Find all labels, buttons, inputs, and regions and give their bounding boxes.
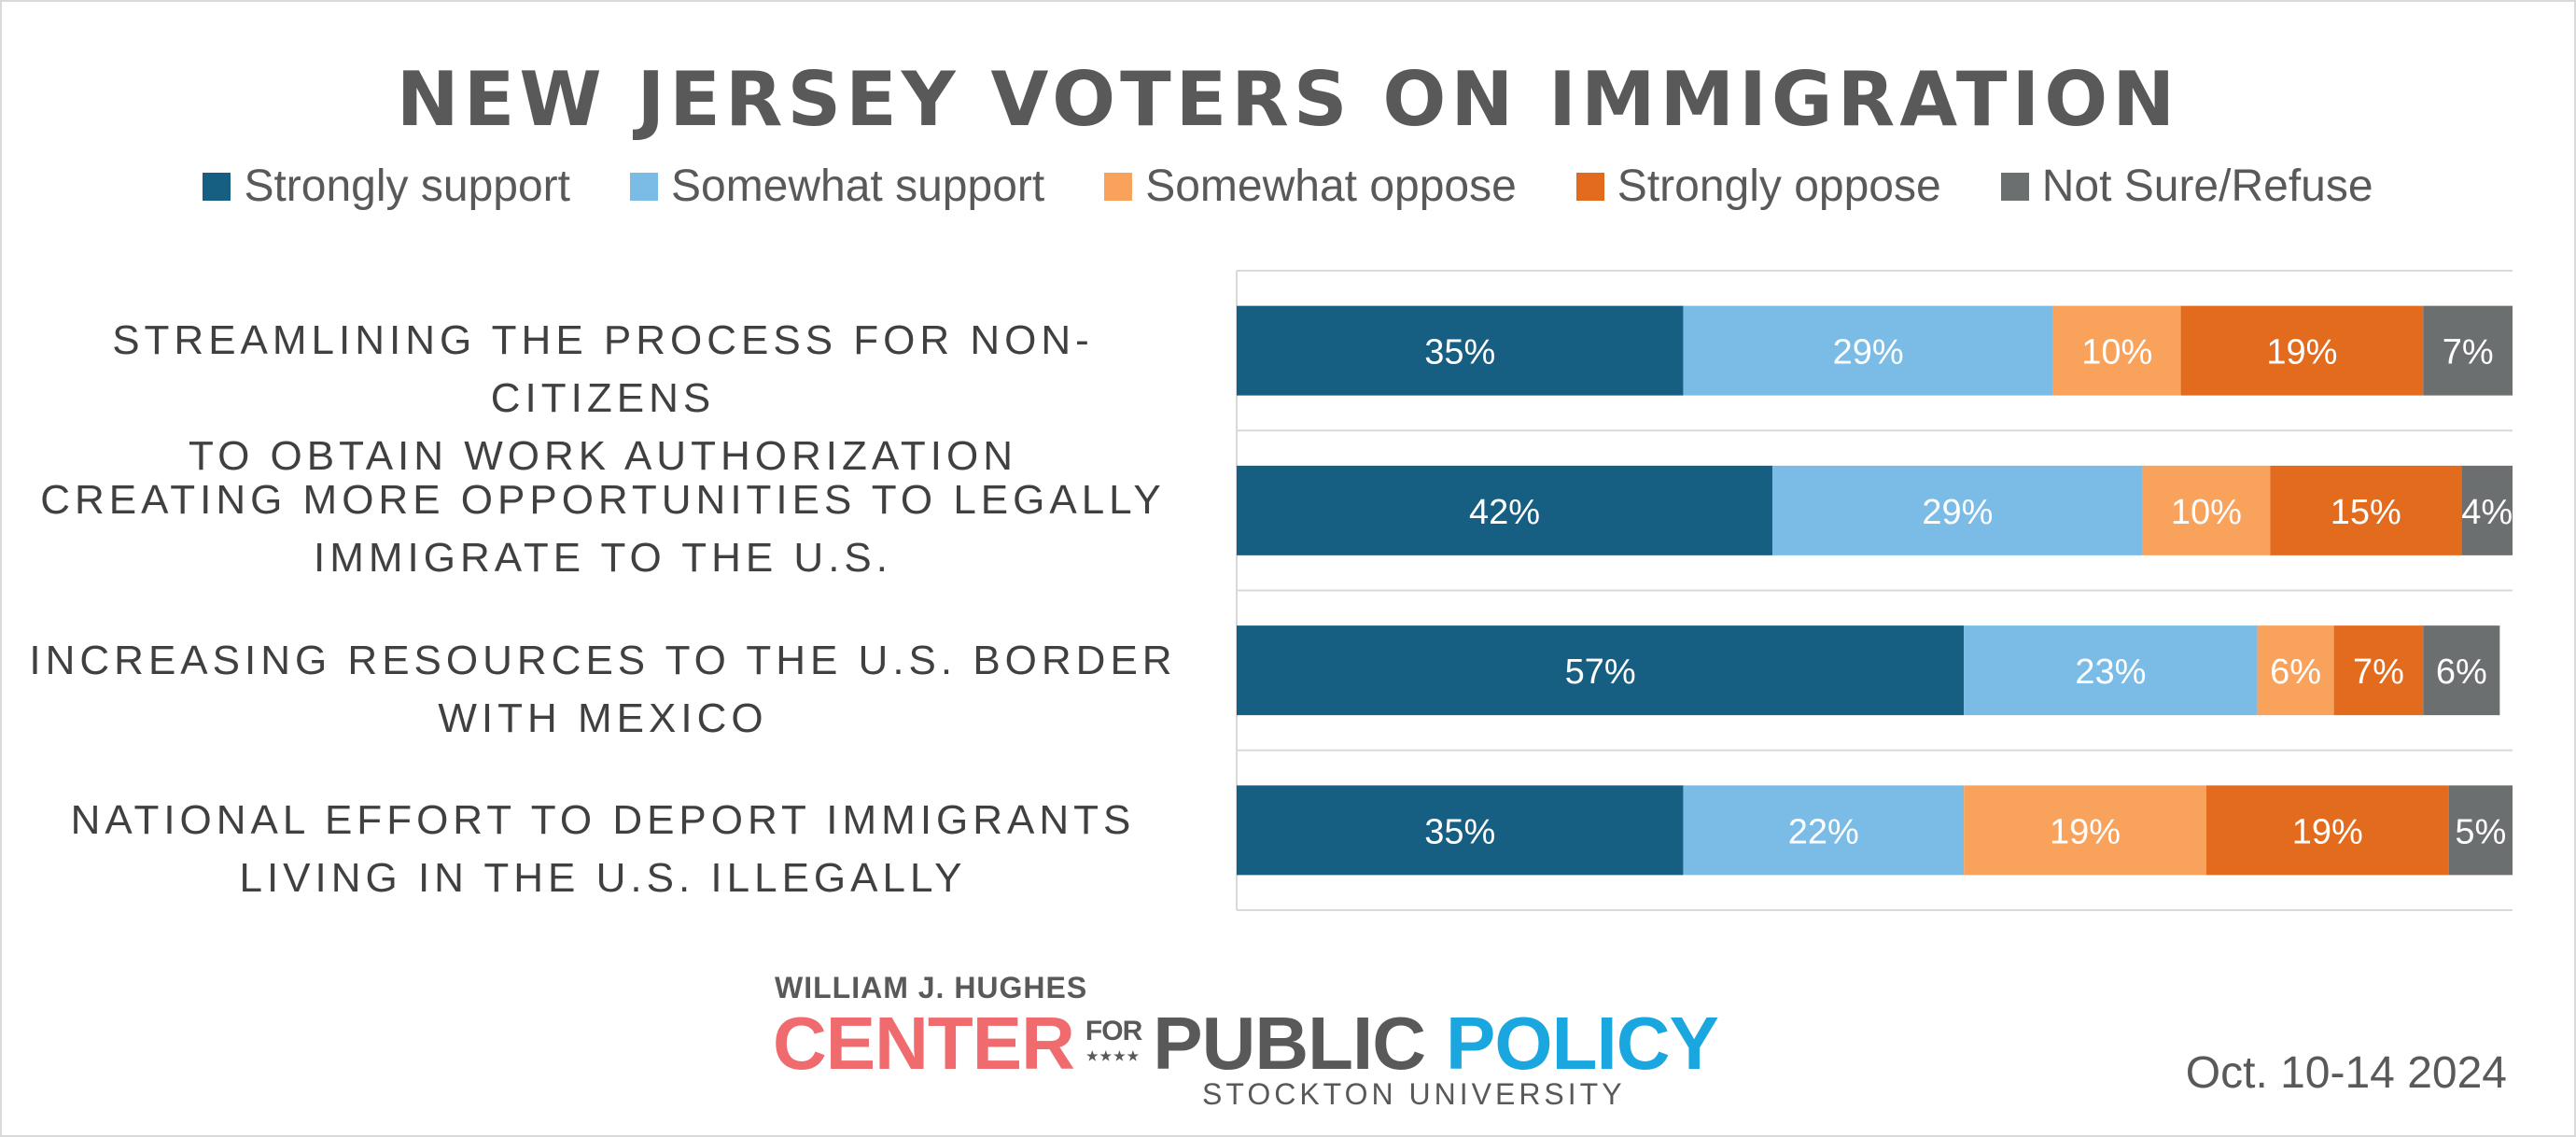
category-label-line: TO OBTAIN WORK AUTHORIZATION: [188, 433, 1018, 479]
bar-segment: [1964, 625, 2258, 716]
category-label: STREAMLINING THE PROCESS FOR NON-CITIZEN…: [19, 312, 1187, 485]
data-label: 10%: [2171, 493, 2242, 532]
legend-item-somewhat-support: Somewhat support: [629, 161, 1045, 212]
legend-label: Strongly support: [244, 161, 570, 211]
data-label: 23%: [2075, 653, 2146, 692]
legend-item-strongly-support: Strongly support: [203, 161, 570, 212]
data-label: 29%: [1833, 333, 1904, 372]
logo-policy-word: POLICY: [1446, 1002, 1719, 1085]
legend-label: Somewhat oppose: [1145, 161, 1517, 211]
bar-segment: [2423, 305, 2513, 396]
category-label-line: CREATING MORE OPPORTUNITIES TO LEGALLY: [40, 477, 1166, 523]
legend-swatch: [1575, 172, 1604, 201]
data-label: 57%: [1565, 653, 1636, 692]
bar-segment: [1683, 305, 2053, 396]
category-label: CREATING MORE OPPORTUNITIES TO LEGALLY I…: [19, 471, 1187, 587]
data-label: 4%: [2461, 493, 2513, 532]
logo-center-word: CENTER: [773, 1002, 1075, 1085]
data-label: 19%: [2292, 812, 2363, 851]
legend-swatch: [629, 172, 658, 201]
category-label: INCREASING RESOURCES TO THE U.S. BORDER …: [19, 632, 1187, 748]
legend-swatch: [1104, 172, 1133, 201]
category-label-line: NATIONAL EFFORT TO DEPORT IMMIGRANTS: [70, 797, 1136, 843]
category-label-line: IMMIGRATE TO THE U.S.: [313, 535, 893, 581]
chart-legend: Strongly support Somewhat support Somewh…: [0, 161, 2576, 212]
bar-segment: [2270, 465, 2462, 555]
bar-segment: [1964, 785, 2206, 876]
logo-university: STOCKTON UNIVERSITY: [1202, 1077, 1626, 1111]
bar-segment: [2461, 465, 2513, 555]
bar-segment: [2333, 625, 2424, 716]
data-label: 19%: [2050, 812, 2121, 851]
data-label: 10%: [2081, 333, 2152, 372]
bar-segment: [1237, 625, 1965, 716]
data-label: 19%: [2266, 333, 2337, 372]
legend-item-not-sure: Not Sure/Refuse: [2000, 161, 2373, 212]
data-label: 15%: [2331, 493, 2401, 532]
data-label: 35%: [1424, 812, 1495, 851]
survey-date: Oct. 10-14 2024: [2185, 1048, 2507, 1098]
category-label-line: WITH MEXICO: [438, 695, 768, 741]
data-label: 42%: [1469, 493, 1540, 532]
legend-swatch: [2000, 172, 2029, 201]
category-label-line: LIVING IN THE U.S. ILLEGALLY: [239, 855, 967, 901]
bar-segment: [1772, 465, 2143, 555]
data-label: 6%: [2436, 653, 2487, 692]
data-label: 6%: [2270, 653, 2321, 692]
data-label: 5%: [2455, 812, 2506, 851]
category-label-line: INCREASING RESOURCES TO THE U.S. BORDER: [29, 638, 1177, 683]
data-label: 29%: [1922, 493, 1993, 532]
bar-segment: [1237, 785, 1684, 876]
data-label: 35%: [1424, 333, 1495, 372]
chart-title: NEW JERSEY VOTERS ON IMMIGRATION: [396, 56, 2180, 143]
logo-public-word: PUBLIC: [1153, 1002, 1426, 1085]
bar-segment: [2423, 625, 2500, 716]
logo-for: FOR ★★★★: [1085, 1016, 1142, 1068]
category-label-line: STREAMLINING THE PROCESS FOR NON-CITIZEN…: [112, 317, 1094, 421]
legend-label: Strongly oppose: [1617, 161, 1941, 211]
bar-segment: [2205, 785, 2449, 876]
bar-segment: [2142, 465, 2271, 555]
bar-segment: [2180, 305, 2424, 396]
legend-item-somewhat-oppose: Somewhat oppose: [1104, 161, 1517, 212]
bar-segment: [2257, 625, 2334, 716]
bar-segment: [1237, 305, 1684, 396]
legend-label: Not Sure/Refuse: [2041, 161, 2373, 211]
bar-segment: [2448, 785, 2513, 876]
data-label: 22%: [1788, 812, 1859, 851]
bar-segment: [1237, 465, 1773, 555]
legend-label: Somewhat support: [670, 161, 1045, 211]
data-label: 7%: [2443, 333, 2494, 372]
center-logo: CENTER FOR ★★★★ PUBLIC POLICY: [773, 1001, 1719, 1087]
legend-swatch: [203, 172, 231, 201]
logo-for-word: FOR: [1085, 1016, 1142, 1046]
data-label: 7%: [2353, 653, 2404, 692]
logo-stars: ★★★★: [1085, 1048, 1141, 1063]
bar-segment: [2052, 305, 2181, 396]
legend-item-strongly-oppose: Strongly oppose: [1575, 161, 1941, 212]
bar-segment: [1683, 785, 1965, 876]
category-label: NATIONAL EFFORT TO DEPORT IMMIGRANTS LIV…: [19, 792, 1187, 907]
logo-line-1: WILLIAM J. HUGHES: [775, 971, 1088, 1004]
